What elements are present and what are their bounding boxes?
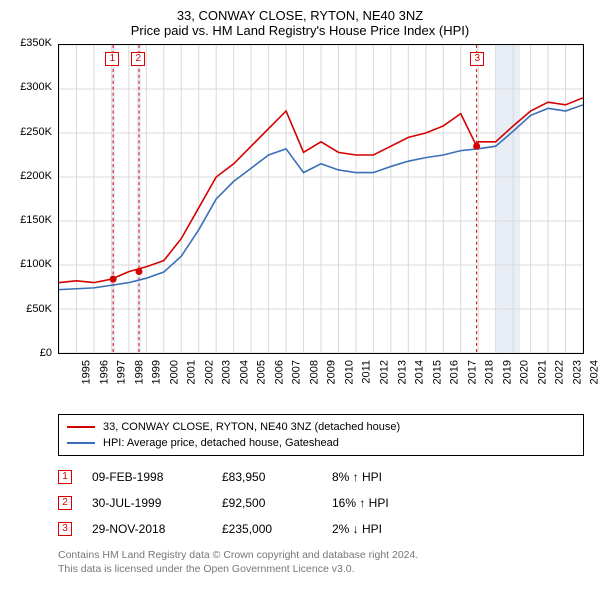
x-axis-label: 2014 [414,360,426,384]
x-axis-label: 2007 [291,360,303,384]
legend-item-property: 33, CONWAY CLOSE, RYTON, NE40 3NZ (detac… [67,419,575,435]
transaction-date: 09-FEB-1998 [92,470,202,484]
x-axis-label: 2010 [343,360,355,384]
legend-label-property: 33, CONWAY CLOSE, RYTON, NE40 3NZ (detac… [103,421,400,433]
y-axis-label: £50K [12,303,52,315]
transactions-table: 1 09-FEB-1998 £83,950 8% ↑ HPI 2 30-JUL-… [58,464,584,542]
footer-line-2: This data is licensed under the Open Gov… [58,562,584,576]
transaction-pct: 2% ↓ HPI [332,522,584,536]
y-axis-label: £100K [12,258,52,270]
x-axis-label: 2017 [466,360,478,384]
y-axis-label: £300K [12,81,52,93]
y-axis-label: £250K [12,126,52,138]
transaction-price: £83,950 [222,470,312,484]
x-axis-label: 2008 [308,360,320,384]
legend-swatch-property [67,426,95,428]
transaction-pct: 8% ↑ HPI [332,470,584,484]
x-axis-label: 1995 [80,360,92,384]
x-axis-label: 2006 [273,360,285,384]
x-axis-label: 2019 [501,360,513,384]
x-axis-label: 1996 [98,360,110,384]
transaction-date: 30-JUL-1999 [92,496,202,510]
x-axis-label: 2012 [379,360,391,384]
plot-svg [59,45,583,353]
transaction-marker-2: 2 [58,496,72,510]
chart-container: 33, CONWAY CLOSE, RYTON, NE40 3NZ Price … [0,0,600,584]
chart-marker-2: 2 [131,52,145,66]
legend: 33, CONWAY CLOSE, RYTON, NE40 3NZ (detac… [58,414,584,456]
y-axis-label: £0 [12,347,52,359]
transaction-row: 3 29-NOV-2018 £235,000 2% ↓ HPI [58,516,584,542]
y-axis-label: £200K [12,170,52,182]
legend-label-hpi: HPI: Average price, detached house, Gate… [103,437,339,449]
title-block: 33, CONWAY CLOSE, RYTON, NE40 3NZ Price … [12,8,588,38]
x-axis-label: 2001 [186,360,198,384]
legend-swatch-hpi [67,442,95,444]
legend-item-hpi: HPI: Average price, detached house, Gate… [67,435,575,451]
transaction-price: £235,000 [222,522,312,536]
x-axis-label: 2000 [168,360,180,384]
x-axis-label: 2005 [256,360,268,384]
chart-title: 33, CONWAY CLOSE, RYTON, NE40 3NZ [12,8,588,23]
x-axis-label: 1997 [116,360,128,384]
footer: Contains HM Land Registry data © Crown c… [58,548,584,576]
x-axis-label: 2023 [571,360,583,384]
x-axis-label: 2002 [203,360,215,384]
transaction-date: 29-NOV-2018 [92,522,202,536]
plot-area [58,44,584,354]
transaction-marker-1: 1 [58,470,72,484]
x-axis-label: 2022 [554,360,566,384]
transaction-row: 2 30-JUL-1999 £92,500 16% ↑ HPI [58,490,584,516]
x-axis-label: 2018 [484,360,496,384]
x-axis-label: 2003 [221,360,233,384]
transaction-row: 1 09-FEB-1998 £83,950 8% ↑ HPI [58,464,584,490]
chart-marker-3: 3 [470,52,484,66]
transaction-pct: 16% ↑ HPI [332,496,584,510]
x-axis-label: 2009 [326,360,338,384]
chart-subtitle: Price paid vs. HM Land Registry's House … [12,23,588,38]
transaction-marker-3: 3 [58,522,72,536]
x-axis-label: 2016 [449,360,461,384]
chart-area: £0£50K£100K£150K£200K£250K£300K£350K1995… [12,44,588,400]
y-axis-label: £150K [12,214,52,226]
x-axis-label: 1998 [133,360,145,384]
transaction-price: £92,500 [222,496,312,510]
x-axis-label: 2004 [238,360,250,384]
y-axis-label: £350K [12,37,52,49]
x-axis-label: 1999 [151,360,163,384]
x-axis-label: 2021 [536,360,548,384]
x-axis-label: 2013 [396,360,408,384]
footer-line-1: Contains HM Land Registry data © Crown c… [58,548,584,562]
x-axis-label: 2011 [360,360,372,384]
chart-marker-1: 1 [105,52,119,66]
x-axis-label: 2024 [589,360,600,384]
x-axis-label: 2015 [431,360,443,384]
x-axis-label: 2020 [519,360,531,384]
